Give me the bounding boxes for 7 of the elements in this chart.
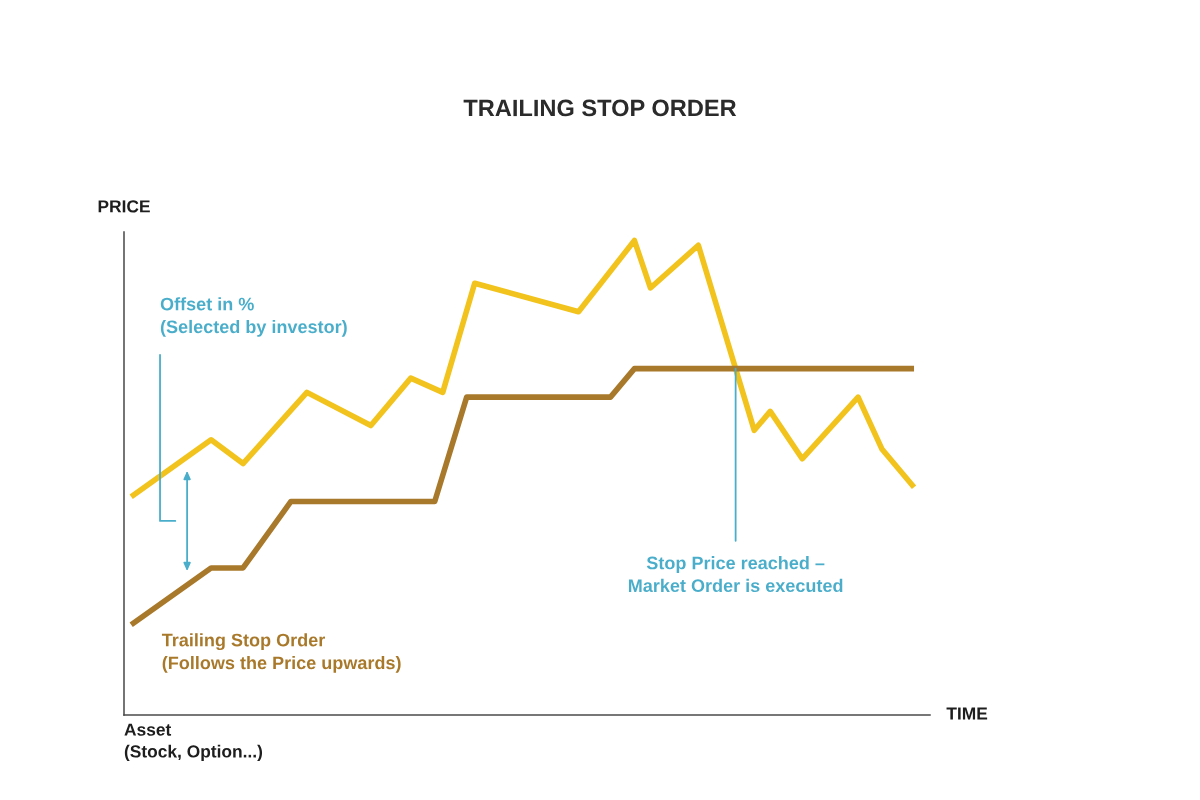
annotation: Stop Price reached – Market Order is executed — [628, 556, 843, 593]
text: Asset (Stock, Option...) — [124, 723, 263, 762]
series-label: Trailing Stop Order (Follows the Price upwards) — [161, 633, 401, 673]
annotation: Offset in % (Selected by investor) — [160, 297, 347, 337]
x-axis-title: TIME — [946, 707, 988, 720]
y-axis-title: PRICE — [98, 200, 150, 213]
chart-title: TRAILING STOP ORDER — [463, 99, 737, 117]
